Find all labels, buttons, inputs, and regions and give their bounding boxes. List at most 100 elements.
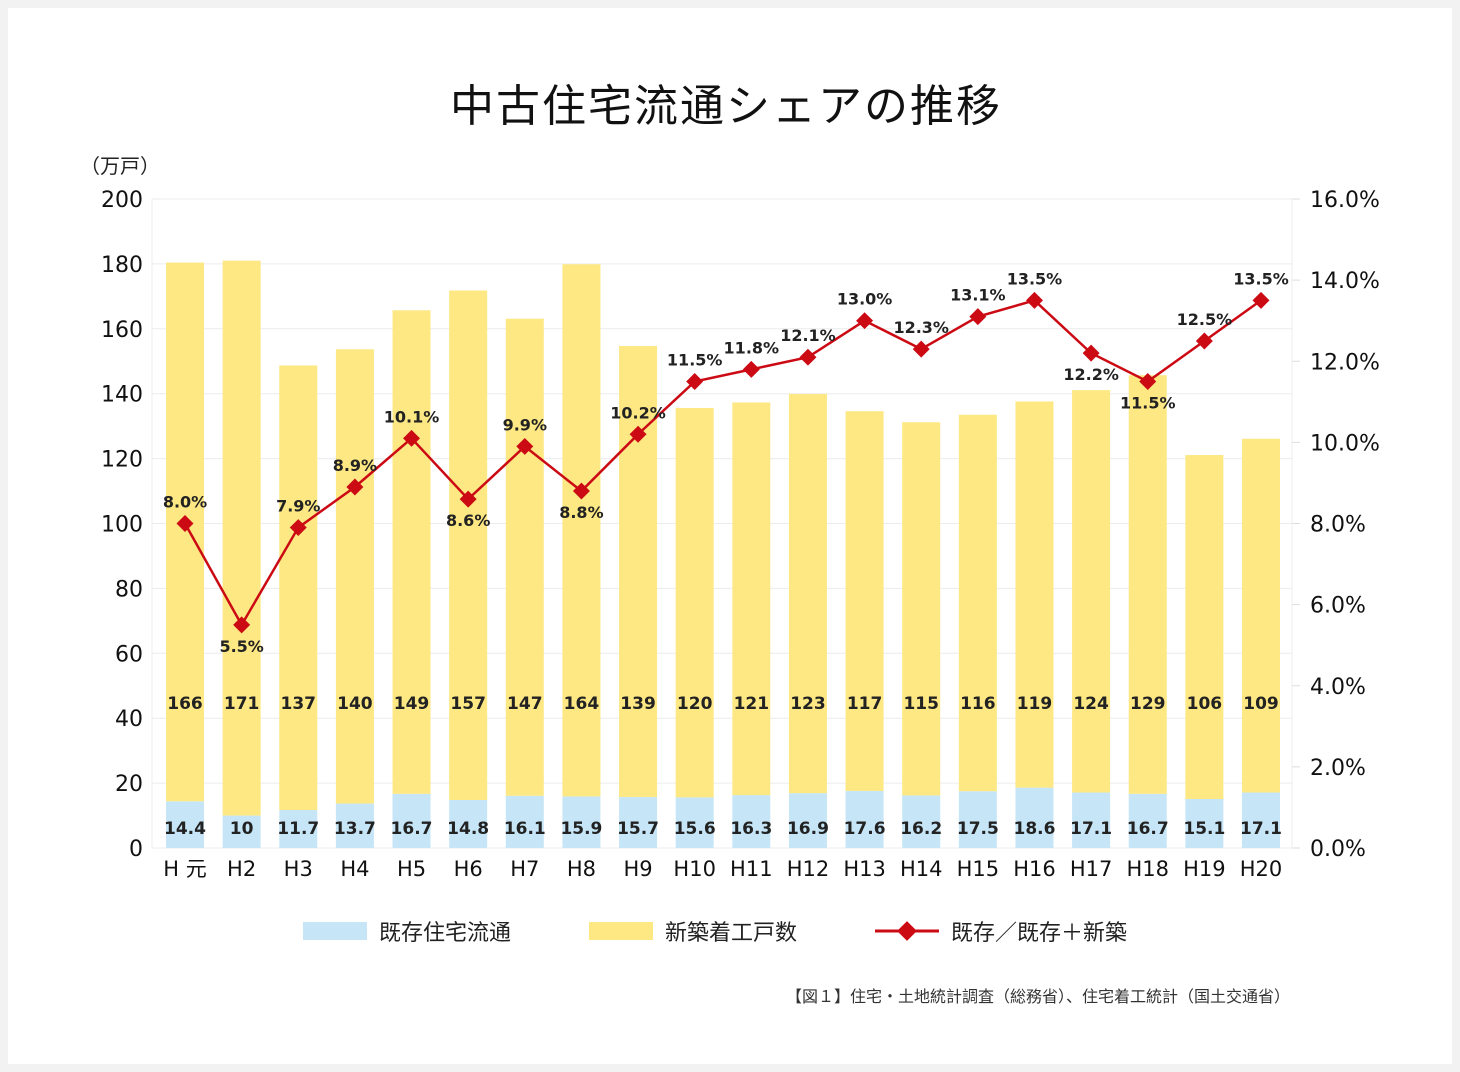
line-marker-diamond [176, 515, 194, 532]
x-tick-label: H13 [843, 857, 886, 881]
bar-existing [619, 797, 658, 848]
line-marker-diamond [686, 373, 704, 391]
line-marker-diamond [459, 490, 477, 508]
y-tick-label: 80 [115, 577, 143, 602]
x-tick-label: H7 [510, 857, 539, 881]
bar-existing [1015, 787, 1054, 848]
bar-existing [562, 796, 601, 848]
data-label-existing: 15.7 [617, 819, 659, 839]
data-label-existing: 16.7 [1127, 819, 1169, 839]
legend-line-diamond-icon [875, 921, 939, 941]
x-tick-label: H2 [227, 857, 256, 881]
data-label-existing: 14.8 [447, 819, 489, 839]
x-tick-label: H4 [340, 857, 369, 881]
y-tick-label: 120 [101, 448, 143, 473]
y-tick-label: 180 [101, 253, 143, 278]
data-label-new: 124 [1073, 694, 1109, 714]
x-tick-label: H8 [567, 857, 596, 881]
data-label-new: 123 [790, 694, 826, 714]
data-label-new: 137 [281, 694, 317, 714]
legend-label: 既存／既存＋新築 [951, 921, 1128, 946]
data-label-new: 129 [1130, 694, 1166, 714]
data-label-new: 106 [1187, 694, 1223, 714]
legend-label: 新築着工戸数 [665, 921, 798, 946]
data-label-existing: 17.1 [1240, 819, 1282, 839]
x-tick-label: H20 [1240, 857, 1283, 881]
line-marker-diamond [289, 519, 307, 537]
line-share [183, 299, 1262, 628]
data-label-existing: 16.3 [730, 819, 772, 839]
chart-title: 中古住宅流通シェアの推移 [450, 81, 1002, 132]
x-tick-label: H14 [900, 857, 943, 881]
data-label-existing: 17.6 [844, 819, 886, 839]
data-label-share: 12.3% [893, 318, 949, 337]
bar-new [279, 365, 318, 811]
data-label-existing: 11.7 [277, 819, 319, 839]
x-tick-label: H16 [1013, 857, 1056, 881]
data-label-share: 5.5% [219, 637, 263, 656]
data-label-existing: 13.7 [334, 819, 376, 839]
data-label-share: 7.9% [276, 497, 320, 516]
y2-tick-label: 8.0% [1310, 513, 1366, 538]
data-label-new: 120 [677, 694, 713, 714]
data-label-share: 12.5% [1177, 310, 1233, 329]
data-label-share: 10.2% [610, 403, 666, 422]
x-tick-label: H15 [957, 857, 1000, 881]
x-tick-label: H 元 [163, 857, 206, 881]
bar-existing [1128, 793, 1167, 848]
bar-new [222, 260, 261, 816]
data-label-share: 8.9% [333, 456, 377, 475]
x-tick-label: H6 [454, 857, 483, 881]
bar-new [562, 264, 601, 797]
line-marker-diamond [799, 348, 817, 366]
line-marker-diamond [403, 429, 421, 447]
data-label-new: 149 [394, 694, 430, 714]
x-tick-label: H17 [1070, 857, 1113, 881]
data-label-share: 8.0% [163, 493, 207, 512]
bar-new [902, 422, 941, 796]
data-label-new: 157 [450, 694, 486, 714]
bar-existing [449, 799, 488, 848]
bar-existing [958, 791, 997, 848]
line-marker-diamond [969, 308, 987, 326]
data-label-new: 109 [1243, 694, 1279, 714]
data-label-existing: 16.2 [900, 819, 942, 839]
bar-new [505, 318, 544, 796]
bar-existing [222, 815, 261, 848]
y-tick-label: 140 [101, 383, 143, 408]
y2-tick-label: 16.0% [1310, 188, 1380, 213]
data-label-existing: 15.6 [674, 819, 716, 839]
bar-new [1185, 455, 1224, 800]
y-tick-label: 160 [101, 318, 143, 343]
y2-tick-label: 6.0% [1310, 594, 1366, 619]
legend-item-new: 新築着工戸数 [589, 915, 797, 947]
data-label-share: 11.8% [724, 338, 780, 357]
line-marker-diamond [233, 616, 251, 634]
legend: 既存住宅流通 新築着工戸数 既存／既存＋新築 [0, 915, 1460, 949]
data-label-new: 147 [507, 694, 543, 714]
source-note: 【図１】住宅・土地統計調査（総務省）、住宅着工統計（国土交通省） [785, 987, 1290, 1006]
x-tick-label: H3 [284, 857, 313, 881]
data-label-existing: 16.9 [787, 819, 829, 839]
bar-new [1242, 438, 1280, 793]
data-label-new: 171 [224, 694, 260, 714]
y2-tick-label: 0.0% [1310, 837, 1366, 862]
data-label-share: 8.8% [559, 503, 603, 522]
data-label-new: 115 [903, 694, 939, 714]
data-label-existing: 14.4 [164, 819, 206, 839]
bar-existing [279, 810, 318, 848]
line-marker-diamond [346, 478, 364, 496]
y-tick-label: 20 [115, 772, 143, 797]
y-tick-label: 40 [115, 707, 143, 732]
x-tick-label: H12 [787, 857, 830, 881]
data-label-share: 11.5% [1120, 394, 1176, 413]
legend-label: 既存住宅流通 [379, 921, 512, 946]
x-tick-label: H10 [673, 857, 716, 881]
data-label-existing: 17.5 [957, 819, 999, 839]
data-label-share: 9.9% [503, 415, 547, 434]
data-label-existing: 16.1 [504, 819, 546, 839]
bar-new [1072, 390, 1111, 793]
data-label-new: 121 [734, 694, 770, 714]
bar-existing [166, 801, 204, 848]
